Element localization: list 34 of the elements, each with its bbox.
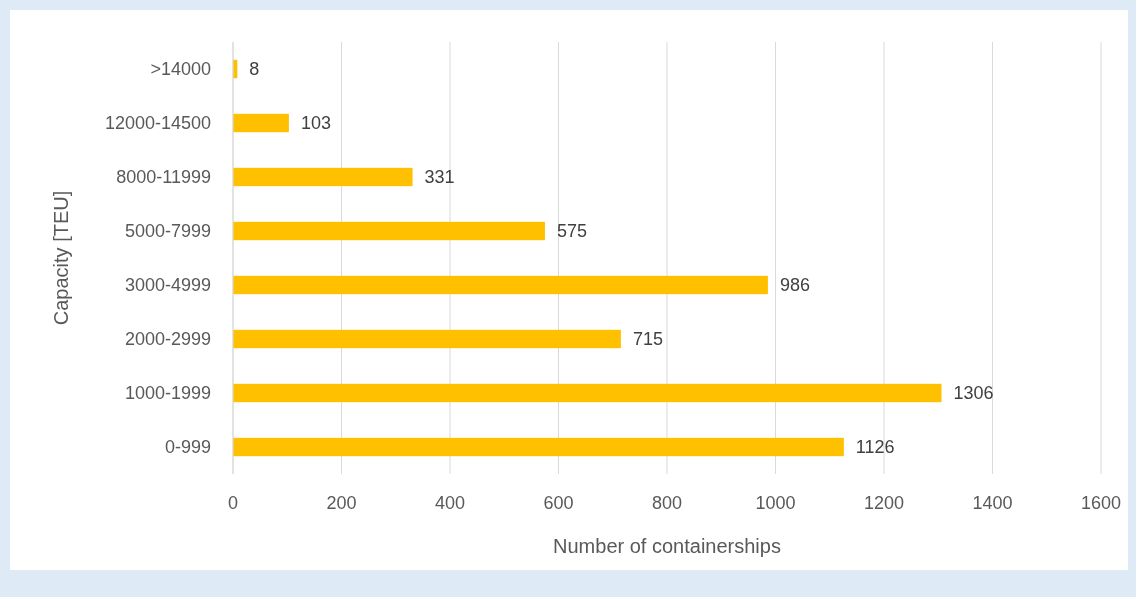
y-axis-title: Capacity [TEU] — [50, 190, 72, 326]
data-label: 715 — [632, 329, 663, 350]
x-tick-label: 1400 — [972, 493, 1013, 513]
y-tick-label: 8000-11999 — [116, 167, 211, 188]
bar — [233, 113, 289, 133]
data-label: 103 — [300, 113, 331, 134]
y-tick-label: 0-999 — [164, 437, 211, 458]
x-tick-label: 800 — [651, 493, 683, 513]
x-tick-label: 1200 — [863, 493, 905, 513]
bar — [233, 437, 844, 457]
x-tick-label: 0 — [227, 493, 239, 513]
data-label: 331 — [424, 167, 455, 188]
x-tick-label: 1600 — [1080, 493, 1122, 513]
x-tick-label: 400 — [434, 493, 466, 513]
bar — [233, 383, 942, 403]
data-label: 575 — [556, 221, 587, 242]
x-tick-label: 600 — [543, 493, 574, 513]
y-tick-label: 5000-7999 — [124, 221, 211, 242]
data-label: 8 — [249, 59, 260, 80]
x-tick-label: 200 — [326, 493, 357, 513]
x-tick-label: 1000 — [755, 493, 796, 513]
y-tick-label: 3000-4999 — [124, 275, 211, 296]
data-label: 1306 — [953, 383, 994, 404]
y-tick-label: >14000 — [150, 59, 211, 80]
data-label: 986 — [779, 275, 810, 296]
bar — [233, 221, 545, 241]
bar — [233, 167, 413, 187]
y-tick-label: 12000-14500 — [104, 113, 211, 134]
y-tick-label: 2000-2999 — [124, 329, 211, 350]
bar — [233, 329, 621, 349]
bar — [233, 275, 768, 295]
data-label: 1126 — [855, 437, 895, 458]
x-axis-title: Number of containerships — [553, 535, 781, 557]
y-tick-label: 1000-1999 — [124, 383, 211, 404]
